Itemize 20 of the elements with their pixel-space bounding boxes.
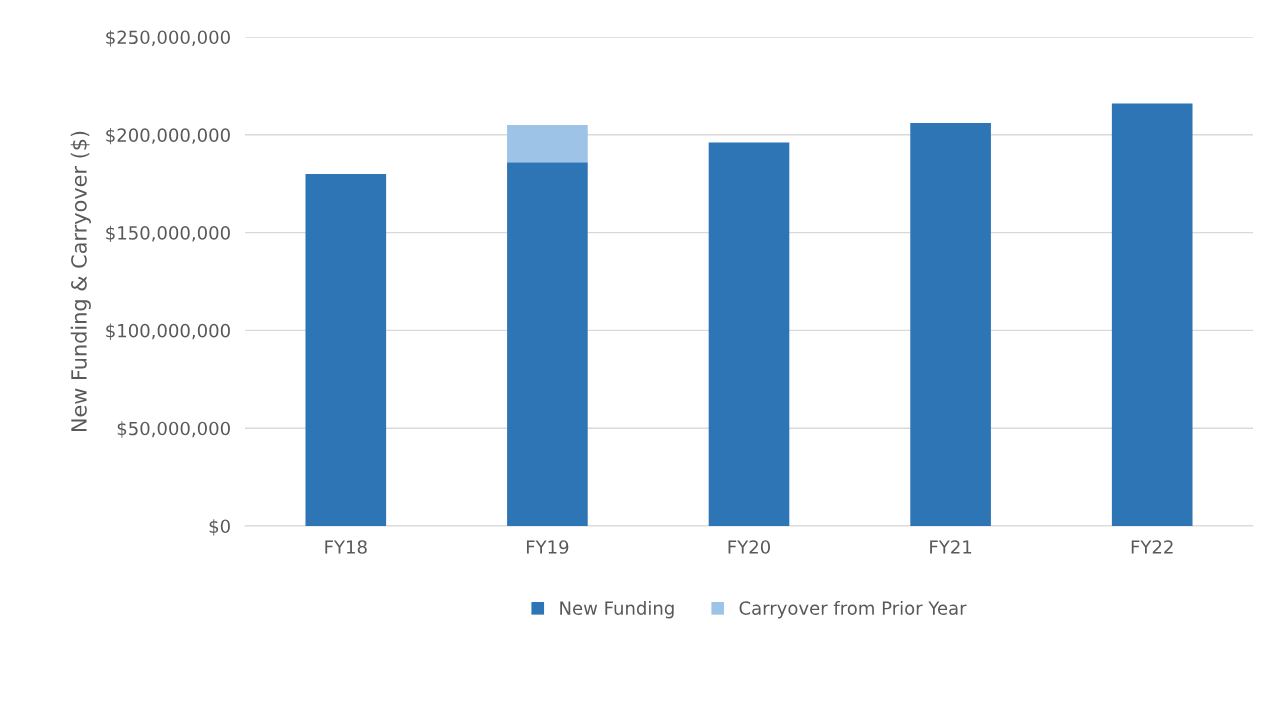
bar (1111, 103, 1193, 526)
y-tick-label: $0 (209, 519, 230, 536)
y-axis-title: New Funding & Carryover ($) (70, 131, 91, 432)
legend-label: New Funding (560, 600, 674, 619)
y-tick-label: $200,000,000 (106, 127, 230, 145)
x-tick-label: FY18 (325, 540, 367, 554)
bar (507, 162, 588, 526)
bar (507, 125, 588, 163)
bar (910, 123, 991, 526)
legend-label: Carryover from Prior Year (739, 600, 967, 619)
bar (305, 173, 387, 526)
y-tick-label: $150,000,000 (106, 225, 230, 243)
x-tick-label: FY21 (930, 540, 972, 554)
y-tick-label: $50,000,000 (117, 421, 230, 438)
x-tick-label: FY22 (1131, 540, 1173, 554)
y-tick-label: $250,000,000 (106, 30, 230, 47)
y-tick-label: $100,000,000 (106, 323, 230, 340)
x-tick-label: FY19 (526, 540, 569, 554)
x-tick-label: FY20 (728, 540, 770, 554)
bar (708, 142, 790, 526)
